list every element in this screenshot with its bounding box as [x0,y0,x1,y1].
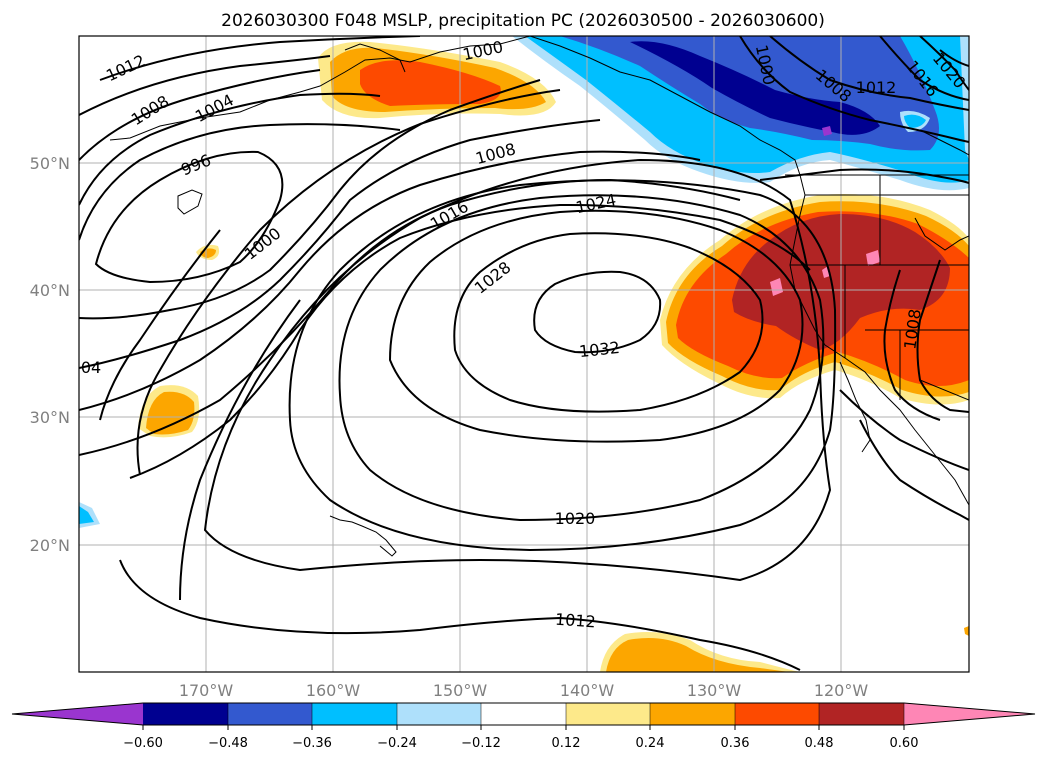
colorbar-tick-label: −0.24 [377,736,417,751]
colorbar-tick-label: 0.12 [552,736,581,751]
coastlines [109,36,969,557]
map-title: 2026030300 F048 MSLP, precipitation PC (… [221,11,825,31]
precip-negative-shading [79,36,969,528]
lat-label: 50°N [30,154,70,173]
isobar-label: 1020 [555,509,596,528]
colorbar-tick-label: −0.12 [461,736,501,751]
colorbar-extend-left [12,703,143,725]
colorbar-segment [566,703,650,725]
isobar-label: 1032 [578,338,620,361]
isobar-label: 1012 [554,610,596,632]
graticule [79,36,969,672]
colorbar-segment [481,703,566,725]
colorbar-tick-label: 0.36 [721,736,750,751]
colorbar-segment [397,703,481,725]
colorbar-segment [650,703,735,725]
lat-label: 30°N [30,408,70,427]
latitude-labels: 50°N 40°N 30°N 20°N [30,154,70,555]
lon-label: 140°W [560,681,615,700]
isobar-label: 1012 [856,78,897,97]
precip-positive-shading [138,36,969,672]
colorbar-tick-label: −0.36 [292,736,332,751]
lat-label: 40°N [30,281,70,300]
colorbar-segment [735,703,819,725]
lon-label: 150°W [433,681,488,700]
map-frame [78,35,970,673]
colorbar-tick-label: 0.24 [636,736,665,751]
longitude-labels: 170°W 160°W 150°W 140°W 130°W 120°W [179,681,869,700]
isobar-label: 04 [81,358,101,377]
map-area: 1012 1008 1004 996 1000 1008 1016 1024 1… [79,36,969,672]
lat-label: 20°N [30,536,70,555]
isobars [79,36,969,671]
lon-label: 130°W [687,681,742,700]
colorbar-segment [228,703,312,725]
colorbar-tick-label: 0.48 [805,736,834,751]
colorbar: −0.60 −0.48 −0.36 −0.24 −0.12 0.12 0.24 … [11,702,1036,751]
colorbar-segment [143,703,228,725]
lon-label: 120°W [814,681,869,700]
colorbar-tick-label: −0.48 [208,736,248,751]
lon-label: 160°W [306,681,361,700]
colorbar-tick-label: 0.60 [890,736,919,751]
colorbar-extend-right [904,703,1035,725]
lon-label: 170°W [179,681,234,700]
colorbar-tick-label: −0.60 [123,736,163,751]
colorbar-segment [312,703,397,725]
colorbar-segment [819,703,904,725]
